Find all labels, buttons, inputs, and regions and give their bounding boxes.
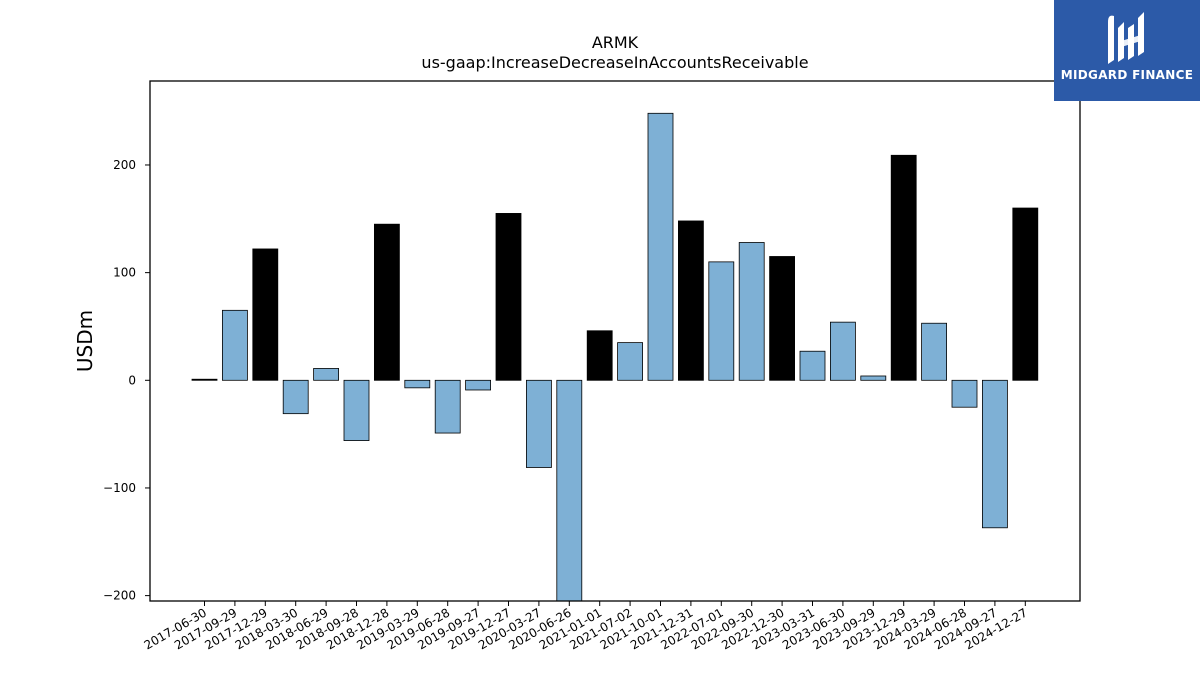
x-axis-ticks: 2017-06-302017-09-292017-12-292018-03-30… <box>142 601 1030 652</box>
bar-2018-12-28 <box>373 223 400 381</box>
bar-2019-12-27 <box>495 213 522 381</box>
bar-2018-06-29 <box>313 368 340 381</box>
plot-frame <box>149 80 1081 602</box>
y-tick-label: 200 <box>113 158 136 172</box>
bar-2017-06-30 <box>191 378 218 381</box>
bar-2021-07-02 <box>617 342 643 381</box>
chart-title: ARMK <box>592 33 639 52</box>
bar-2024-03-29 <box>921 322 947 381</box>
bar-2019-09-27 <box>465 379 492 391</box>
bar-2024-12-27 <box>1012 207 1039 381</box>
y-axis-label: USDm <box>73 310 97 372</box>
bar-2017-12-29 <box>252 248 279 381</box>
bar-2018-03-30 <box>282 379 309 415</box>
bar-2021-01-01 <box>586 330 613 381</box>
y-axis-ticks: −200 −100 0 100 200 <box>103 158 150 603</box>
y-tick-label: −200 <box>103 589 136 603</box>
bar-2019-06-28 <box>434 379 461 434</box>
logo-text: MIDGARD FINANCE <box>1060 68 1194 82</box>
bar-2022-07-01 <box>708 261 735 381</box>
bar-2022-12-30 <box>769 256 795 381</box>
chart-subtitle: us-gaap:IncreaseDecreaseInAccountsReceiv… <box>421 53 808 72</box>
y-tick-label: 0 <box>128 373 136 387</box>
bar-2023-09-29 <box>860 375 887 381</box>
bar-2021-12-31 <box>678 220 704 381</box>
bar-2022-09-30 <box>738 242 765 381</box>
logo-mark-icon <box>1108 12 1144 65</box>
midgard-finance-logo: MIDGARD FINANCE <box>1054 0 1200 101</box>
bar-2018-09-28 <box>343 379 370 441</box>
bar-2021-10-01 <box>647 112 674 381</box>
bar-2019-03-29 <box>404 379 431 389</box>
bar-2023-03-31 <box>799 350 826 381</box>
bar-2024-06-28 <box>951 379 978 408</box>
y-tick-label: −100 <box>103 481 136 495</box>
bar-2020-06-26 <box>556 379 583 602</box>
bar-2020-03-27 <box>526 379 552 468</box>
bar-2017-09-29 <box>221 309 248 381</box>
bar-2023-06-30 <box>830 321 856 381</box>
y-tick-label: 100 <box>113 266 136 280</box>
bar-2023-12-29 <box>890 154 917 381</box>
bar-2024-09-27 <box>982 379 1008 529</box>
bars-group <box>191 112 1039 602</box>
